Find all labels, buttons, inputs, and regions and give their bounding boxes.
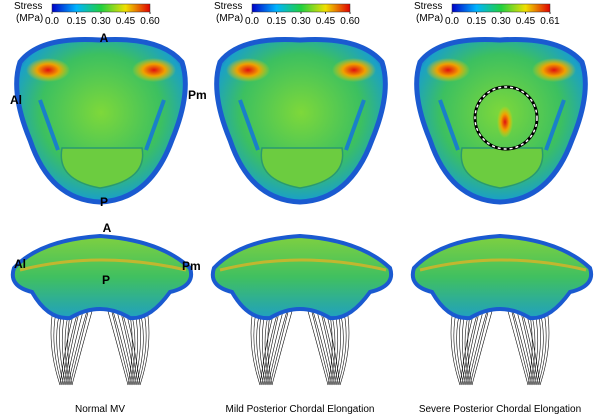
caption: Mild Posterior Chordal Elongation bbox=[226, 404, 375, 415]
colorbar-tick-label: 0.60 bbox=[340, 16, 360, 27]
stress-spot bbox=[497, 106, 513, 138]
chorda bbox=[267, 307, 289, 386]
stress-spot bbox=[226, 58, 270, 82]
posterior-label: P bbox=[100, 195, 108, 209]
stress-spot bbox=[426, 58, 470, 82]
posterior-leaflet bbox=[60, 147, 144, 189]
anterior-label: A bbox=[100, 31, 109, 45]
panel: Stress(MPa) 0.0 0.15 0.30 0.45 0.60 Normal MV bbox=[10, 1, 193, 415]
colorbar-title: Stress bbox=[414, 1, 442, 12]
colorbar-title: (MPa) bbox=[416, 13, 443, 24]
posterior-label: P bbox=[102, 273, 110, 287]
valve-rim bbox=[419, 258, 587, 272]
colorbar bbox=[51, 3, 151, 13]
highlight-circle bbox=[474, 86, 538, 150]
colorbar-title: Stress bbox=[14, 1, 42, 12]
chorda bbox=[311, 307, 333, 386]
chorda bbox=[67, 307, 89, 386]
valve-rim bbox=[219, 258, 387, 272]
stress-spot bbox=[532, 58, 576, 82]
commissure bbox=[38, 99, 166, 151]
colorbar-tick-label: 0.15 bbox=[267, 16, 287, 27]
colorbar-tick-label: 0.45 bbox=[316, 16, 336, 27]
commissure bbox=[438, 99, 566, 151]
panel: Stress(MPa) 0.0 0.15 0.30 0.45 0.60 Mild Poste… bbox=[210, 1, 393, 415]
posterior-leaflet bbox=[260, 147, 344, 189]
colorbar-tick-label: 0.0 bbox=[445, 16, 459, 27]
colorbar-tick-label: 0.15 bbox=[67, 16, 87, 27]
colorbar-tick-label: 0.0 bbox=[45, 16, 59, 27]
anterolateral-label: Al bbox=[10, 93, 22, 107]
chorda bbox=[111, 307, 133, 386]
chorda bbox=[467, 307, 489, 386]
colorbar bbox=[251, 3, 351, 13]
commissure bbox=[238, 99, 366, 151]
colorbar-tick-label: 0.60 bbox=[140, 16, 160, 27]
posteromedial-label: Pm bbox=[188, 88, 207, 102]
colorbar-tick-label: 0.30 bbox=[91, 16, 111, 27]
valve-side bbox=[210, 233, 393, 321]
colorbar-title: Stress bbox=[214, 1, 242, 12]
colorbar-tick-label: 0.30 bbox=[291, 16, 311, 27]
panel: Stress(MPa) 0.0 0.15 0.30 0.45 0.61 Severe Pos… bbox=[410, 1, 593, 415]
caption: Normal MV bbox=[75, 404, 125, 415]
colorbar-tick-label: 0.0 bbox=[245, 16, 259, 27]
colorbar-tick-label: 0.45 bbox=[516, 16, 536, 27]
chorda bbox=[511, 307, 533, 386]
stress-spot bbox=[332, 58, 376, 82]
valve-side bbox=[10, 233, 193, 321]
colorbar-title: (MPa) bbox=[16, 13, 43, 24]
valve-side bbox=[410, 233, 593, 321]
valve-rim bbox=[19, 258, 187, 272]
colorbar-tick-label: 0.45 bbox=[116, 16, 136, 27]
colorbar-tick-label: 0.30 bbox=[491, 16, 511, 27]
posterior-leaflet bbox=[460, 147, 544, 189]
anterior-label: A bbox=[103, 221, 112, 235]
colorbar-tick-label: 0.61 bbox=[540, 16, 560, 27]
posteromedial-label: Pm bbox=[182, 259, 201, 273]
anterolateral-label: Al bbox=[14, 257, 26, 271]
colorbar bbox=[451, 3, 551, 13]
stress-spot bbox=[132, 58, 176, 82]
colorbar-tick-label: 0.15 bbox=[467, 16, 487, 27]
caption: Severe Posterior Chordal Elongation bbox=[419, 404, 581, 415]
stress-spot bbox=[26, 58, 70, 82]
colorbar-title: (MPa) bbox=[216, 13, 243, 24]
